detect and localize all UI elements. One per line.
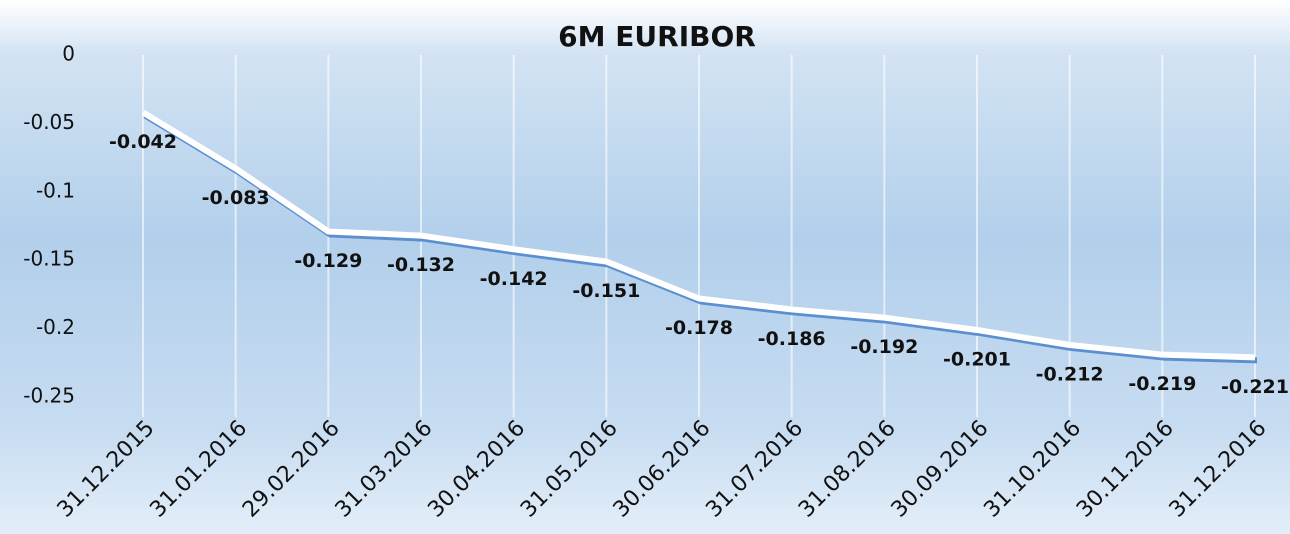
y-tick-label: -0.05 [23, 110, 75, 134]
data-label: -0.151 [572, 280, 640, 302]
data-label: -0.201 [943, 348, 1011, 370]
data-label: -0.178 [665, 317, 733, 339]
data-label: -0.219 [1128, 373, 1196, 395]
data-label: -0.142 [480, 268, 548, 290]
data-label: -0.083 [202, 187, 270, 209]
chart-title: 6M EURIBOR [558, 20, 756, 53]
data-label: -0.132 [387, 254, 455, 276]
y-tick-label: 0 [62, 42, 75, 66]
y-tick-label: -0.2 [36, 315, 75, 339]
y-tick-label: -0.25 [23, 384, 75, 408]
data-label: -0.042 [109, 131, 177, 153]
data-label: -0.221 [1221, 376, 1289, 398]
y-tick-label: -0.15 [23, 247, 75, 271]
data-label: -0.192 [850, 336, 918, 358]
data-label: -0.129 [294, 250, 362, 272]
y-tick-label: -0.1 [36, 178, 75, 202]
line [141, 109, 1256, 361]
data-label: -0.212 [1036, 364, 1104, 386]
data-label: -0.186 [758, 328, 826, 350]
